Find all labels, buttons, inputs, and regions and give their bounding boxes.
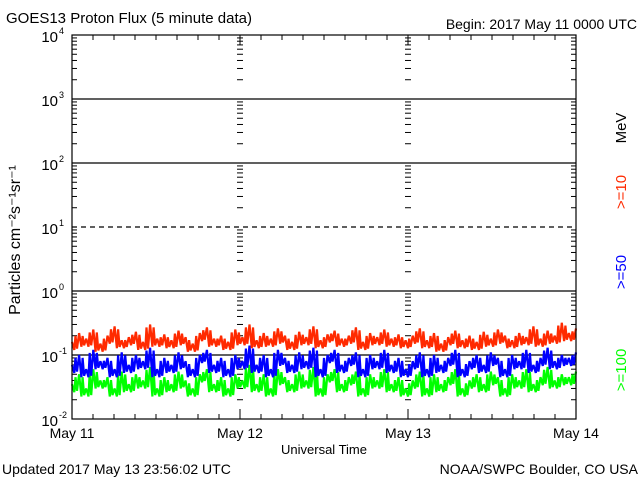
y-tick-base: 10: [41, 93, 58, 110]
y-tick-exponent: 1: [59, 218, 64, 228]
plot-frame: [71, 34, 577, 420]
y-tick-exponent: 0: [59, 282, 64, 292]
footer-source: NOAA/SWPC Boulder, CO USA: [440, 461, 639, 477]
y-tick-base: 10: [41, 221, 58, 238]
x-tick-label: May 12: [217, 425, 263, 441]
y-tick-exponent: 4: [59, 26, 64, 36]
series-group: [70, 322, 578, 397]
footer-updated: Updated 2017 May 13 23:56:02 UTC: [2, 461, 231, 477]
y-tick-base: 10: [41, 29, 58, 46]
y-tick-base: 10: [41, 285, 58, 302]
series-line-ge100: [70, 364, 578, 397]
y-tick-exponent: 2: [59, 154, 64, 164]
x-tick-label: May 13: [385, 425, 431, 441]
energy-legend: MeV >=10 >=50 >=100: [613, 113, 630, 392]
chart-title: GOES13 Proton Flux (5 minute data): [6, 10, 252, 27]
y-tick-exponent: -2: [59, 410, 67, 420]
y-tick-exponent: -1: [59, 346, 67, 356]
y-tick-base: 10: [41, 349, 58, 366]
legend-ge10: >=10: [613, 175, 630, 209]
x-tick-labels: May 11 May 12 May 13 May 14: [50, 425, 600, 441]
legend-ge100: >=100: [613, 349, 630, 392]
x-axis-label: Universal Time: [281, 442, 367, 457]
y-tick-base: 10: [41, 157, 58, 174]
begin-label: Begin: 2017 May 11 0000 UTC: [446, 16, 637, 32]
y-tick-exponent: 3: [59, 90, 64, 100]
y-tick-base: 10: [41, 413, 58, 430]
x-tick-label: May 14: [553, 425, 599, 441]
legend-unit: MeV: [613, 113, 630, 144]
x-tick-label: May 11: [50, 425, 95, 441]
series-line-ge10: [70, 322, 578, 353]
series-line-ge50: [70, 345, 578, 378]
y-axis-label: Particles cm⁻²s⁻¹sr⁻¹: [7, 165, 24, 315]
legend-ge50: >=50: [613, 255, 630, 289]
